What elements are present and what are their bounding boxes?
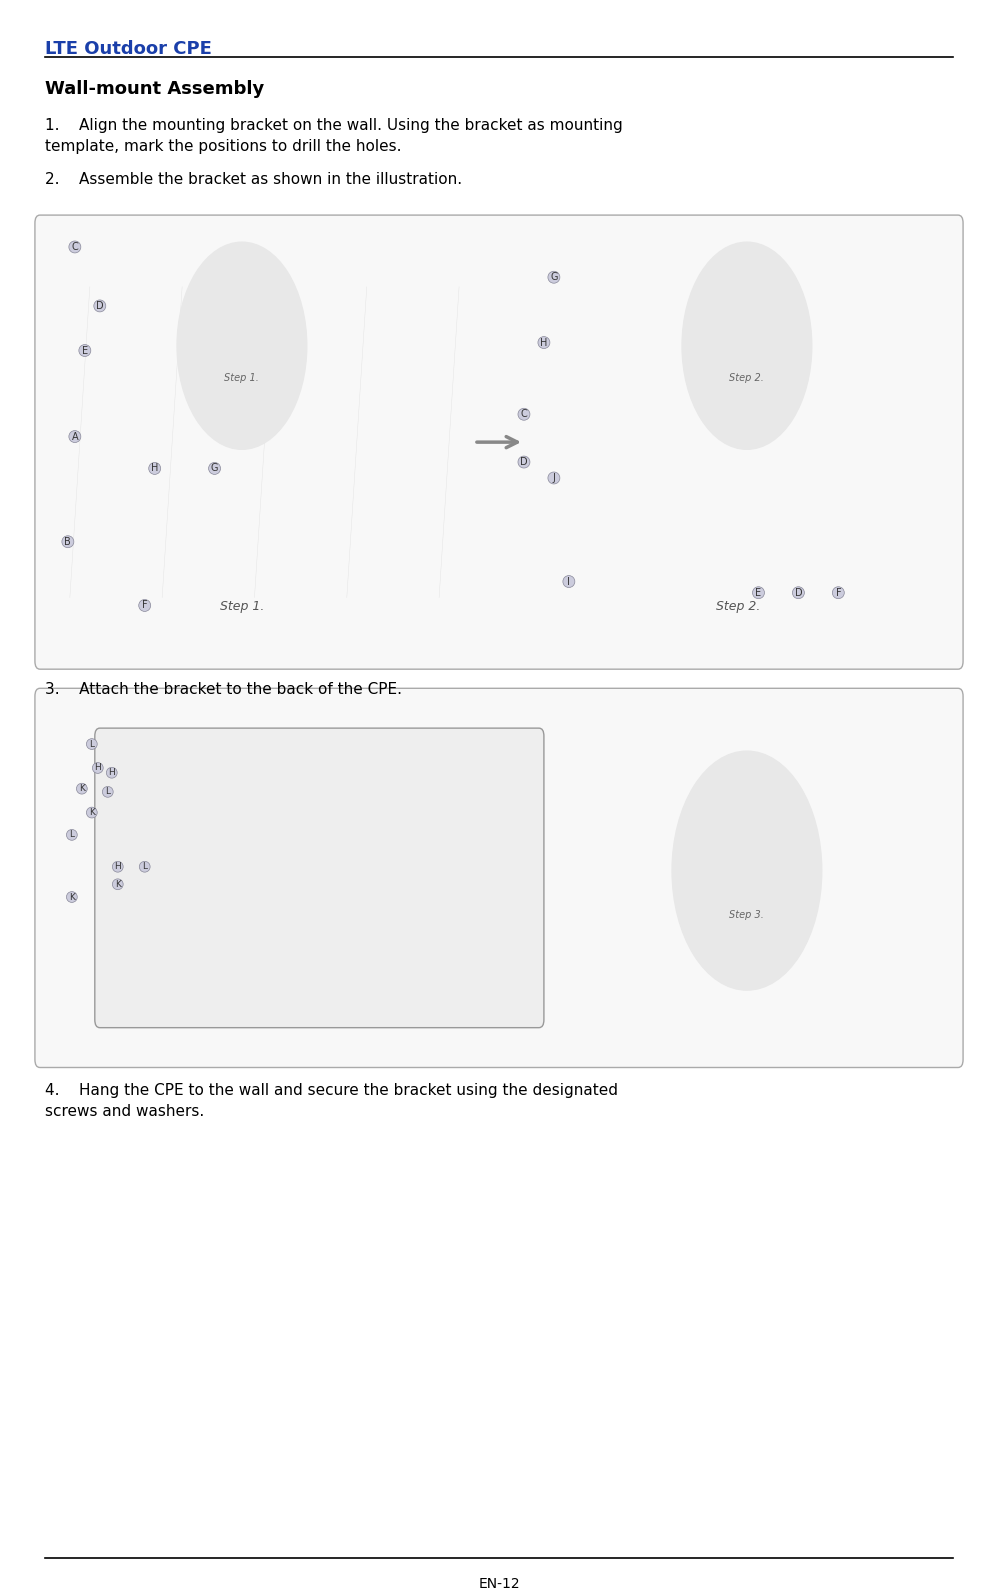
Text: E: E: [755, 587, 761, 598]
Text: C: C: [72, 242, 78, 252]
Circle shape: [177, 242, 306, 450]
Text: D: D: [794, 587, 802, 598]
Text: J: J: [553, 474, 555, 483]
Text: H: H: [540, 338, 548, 348]
Text: H: H: [151, 464, 159, 474]
Text: H: H: [115, 863, 121, 871]
Text: 2.    Assemble the bracket as shown in the illustration.: 2. Assemble the bracket as shown in the …: [45, 172, 462, 187]
Text: K: K: [79, 785, 85, 793]
Text: I: I: [568, 576, 570, 587]
Text: D: D: [520, 458, 528, 467]
Text: G: G: [211, 464, 219, 474]
Text: 1.    Align the mounting bracket on the wall. Using the bracket as mounting
temp: 1. Align the mounting bracket on the wal…: [45, 118, 623, 153]
Text: 4.    Hang the CPE to the wall and secure the bracket using the designated
screw: 4. Hang the CPE to the wall and secure t…: [45, 1083, 618, 1120]
Text: K: K: [115, 880, 121, 888]
Text: F: F: [142, 600, 148, 611]
Text: F: F: [835, 587, 841, 598]
Text: Step 1.: Step 1.: [220, 600, 264, 614]
Text: Step 2.: Step 2.: [716, 600, 759, 614]
Text: H: H: [109, 769, 115, 777]
FancyBboxPatch shape: [35, 689, 963, 1067]
Text: Step 1.: Step 1.: [225, 373, 259, 383]
Text: Step 3.: Step 3.: [730, 911, 764, 920]
Circle shape: [682, 242, 811, 450]
Text: A: A: [72, 432, 78, 442]
Circle shape: [672, 751, 821, 990]
Text: L: L: [89, 740, 95, 748]
Text: L: L: [105, 788, 111, 796]
Text: C: C: [521, 410, 527, 419]
Text: B: B: [65, 536, 71, 547]
Text: 3.    Attach the bracket to the back of the CPE.: 3. Attach the bracket to the back of the…: [45, 683, 402, 697]
Text: D: D: [96, 301, 104, 311]
Text: E: E: [82, 346, 88, 356]
FancyBboxPatch shape: [35, 215, 963, 670]
FancyBboxPatch shape: [95, 729, 544, 1027]
Text: Step 2.: Step 2.: [730, 373, 764, 383]
Text: K: K: [89, 809, 95, 817]
Text: L: L: [142, 863, 148, 871]
Text: G: G: [550, 273, 558, 282]
Text: Wall-mount Assembly: Wall-mount Assembly: [45, 80, 264, 97]
Text: H: H: [95, 764, 101, 772]
Text: EN-12: EN-12: [478, 1577, 520, 1592]
Text: LTE Outdoor CPE: LTE Outdoor CPE: [45, 40, 212, 57]
Text: K: K: [69, 893, 75, 901]
Text: L: L: [69, 831, 75, 839]
